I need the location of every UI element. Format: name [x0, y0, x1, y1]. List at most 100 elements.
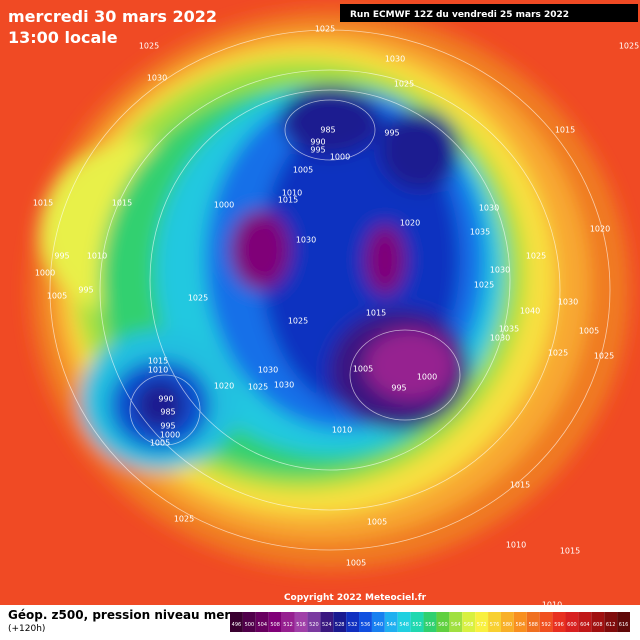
legend-swatch: [307, 612, 321, 632]
legend-label: 504: [257, 622, 267, 628]
legend-swatch: [513, 612, 527, 632]
legend-swatch: [604, 612, 618, 632]
pressure-label: 985: [160, 408, 175, 417]
legend-label: 592: [541, 622, 551, 628]
pressure-label: 1025: [248, 383, 268, 392]
legend-label: 508: [270, 622, 280, 628]
legend-label: 580: [503, 622, 513, 628]
field: [30, 10, 630, 570]
pressure-label: 990: [158, 395, 173, 404]
legend-label: 548: [399, 622, 409, 628]
pressure-label: 1010: [542, 601, 562, 606]
pressure-label: 1000: [417, 373, 437, 382]
pressure-label: 1030: [296, 236, 316, 245]
pressure-label: 1005: [353, 365, 373, 374]
pressure-label: 1030: [479, 204, 499, 213]
legend-swatch: [242, 612, 256, 632]
pressure-label: 1010: [282, 189, 302, 198]
pressure-label: 1030: [385, 55, 405, 64]
legend-swatch: [320, 612, 334, 632]
pressure-label: 1025: [548, 349, 568, 358]
legend-swatch: [565, 612, 579, 632]
pressure-label: 1005: [346, 559, 366, 568]
legend-label: 540: [374, 622, 384, 628]
pressure-label: 1030: [274, 381, 294, 390]
legend-label: 616: [619, 622, 629, 628]
legend-label: 536: [361, 622, 371, 628]
legend-swatch: [617, 612, 630, 632]
pressure-label: 1010: [332, 426, 352, 435]
legend-swatch: [462, 612, 476, 632]
legend-swatch: [539, 612, 553, 632]
legend-label: 568: [464, 622, 474, 628]
pressure-label: 1025: [288, 317, 308, 326]
pressure-label: 1025: [474, 281, 494, 290]
pressure-label: 1015: [555, 126, 575, 135]
legend-swatch: [475, 612, 489, 632]
pressure-label: 1025: [174, 515, 194, 524]
legend-label: 604: [580, 622, 590, 628]
legend-swatch: [294, 612, 308, 632]
legend-label: 564: [451, 622, 461, 628]
pressure-label: 1000: [35, 269, 55, 278]
pressure-label: 1020: [400, 219, 420, 228]
legend-label: 612: [606, 622, 616, 628]
pressure-label: 995: [384, 129, 399, 138]
pressure-label: 1010: [87, 252, 107, 261]
lead-time: (+120h): [8, 624, 46, 634]
footer-title: Géop. z500, pression niveau mer: [8, 608, 231, 622]
pressure-label: 985: [320, 126, 335, 135]
legend-label: 596: [554, 622, 564, 628]
legend-swatch: [552, 612, 566, 632]
legend-label: 500: [245, 622, 255, 628]
legend-swatch: [423, 612, 437, 632]
legend-label: 608: [593, 622, 603, 628]
pressure-label: 1030: [258, 366, 278, 375]
pressure-label: 1035: [499, 325, 519, 334]
legend-swatch: [436, 612, 450, 632]
pressure-label: 1005: [150, 439, 170, 448]
pressure-label: 995: [78, 286, 93, 295]
pressure-label: 1025: [315, 25, 335, 34]
pressure-label: 1000: [160, 431, 180, 440]
isolines: [49, 29, 611, 551]
legend-label: 496: [232, 622, 242, 628]
pressure-label: 1025: [394, 80, 414, 89]
pressure-label: 1015: [560, 547, 580, 556]
pressure-label: 1015: [366, 309, 386, 318]
pressure-label: 995: [310, 146, 325, 155]
pressure-label: 1020: [590, 225, 610, 234]
legend-swatch: [526, 612, 540, 632]
pressure-label: 995: [391, 384, 406, 393]
legend-label: 532: [348, 622, 358, 628]
legend-label: 576: [490, 622, 500, 628]
pressure-label: 990: [310, 138, 325, 147]
pressure-label: 1005: [367, 518, 387, 527]
pressure-label: 1015: [278, 196, 298, 205]
legend-swatch: [346, 612, 360, 632]
legend-swatch: [500, 612, 514, 632]
legend-swatch: [255, 612, 269, 632]
run-box: [340, 4, 638, 22]
legend-swatch: [410, 612, 424, 632]
legend-swatch: [359, 612, 372, 632]
pressure-label: 1030: [558, 298, 578, 307]
pressure-label: 1030: [147, 74, 167, 83]
pressure-label: 1025: [619, 42, 639, 51]
legend-swatch: [578, 612, 592, 632]
legend-swatch: [230, 612, 243, 632]
legend-label: 528: [335, 622, 345, 628]
pressure-label: 1030: [490, 334, 510, 343]
legend-swatch: [449, 612, 463, 632]
pressure-label: 1005: [47, 292, 67, 301]
legend-swatch: [488, 612, 501, 632]
pressure-label: 1035: [470, 228, 490, 237]
pressure-label: 1005: [293, 166, 313, 175]
legend-label: 524: [322, 622, 332, 628]
pressure-label: 1010: [148, 366, 168, 375]
legend-label: 600: [567, 622, 577, 628]
copyright: Copyright 2022 Meteociel.fr: [284, 593, 427, 603]
pressure-label: 1020: [214, 382, 234, 391]
pressure-label: 1040: [520, 307, 540, 316]
